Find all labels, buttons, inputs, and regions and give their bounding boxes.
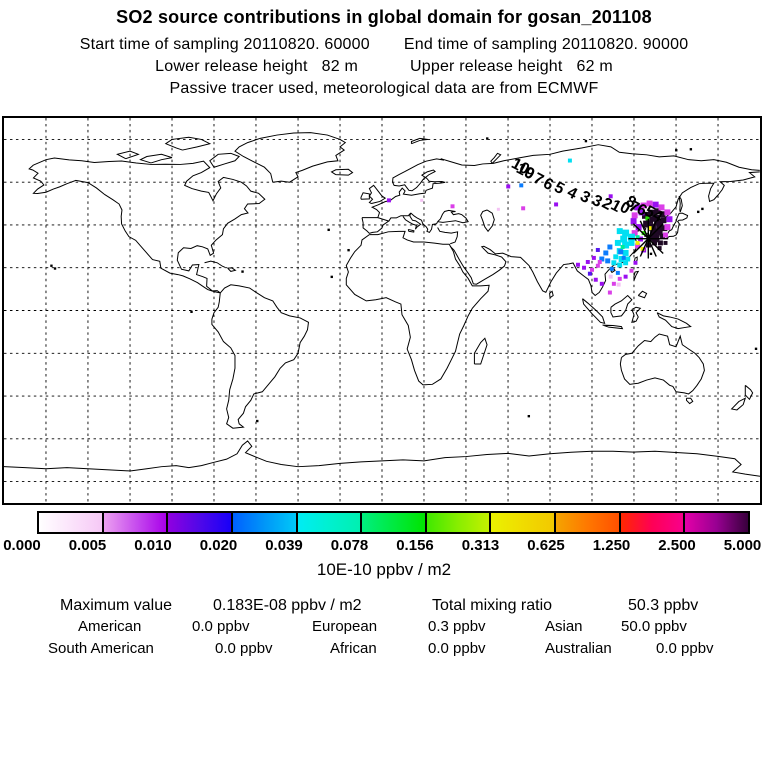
colorbar-tick-label: 0.005 — [68, 537, 107, 554]
start-time-text: Start time of sampling 20110820. 60000 — [79, 36, 370, 53]
concentration-cells — [386, 158, 673, 295]
region-name: Asian — [545, 618, 583, 635]
colorbar-segment — [362, 513, 427, 532]
colorbar-segment — [556, 513, 621, 532]
colorbar-segment — [620, 513, 686, 532]
page-title: SO2 source contributions in global domai… — [116, 7, 652, 27]
svg-text:10: 10 — [508, 155, 532, 178]
region-name: South American — [48, 640, 154, 657]
lower-release-text: Lower release height 82 m — [155, 58, 358, 75]
max-value-label: Maximum value — [60, 597, 173, 614]
world-map-frame: 10 10 9 7 6 5 4 3 3 2 1 0 8 7 6 5 4 — [2, 116, 762, 505]
colorbar-unit-label: 10E-10 ppbv / m2 — [316, 560, 452, 579]
region-value: 50.0 ppbv — [621, 618, 687, 635]
total-ratio-value: 50.3 ppbv — [628, 597, 699, 614]
tracer-note: Passive tracer used, meteorological data… — [169, 80, 599, 97]
colorbar-tick-label: 2.500 — [658, 537, 696, 554]
upper-release-text: Upper release height 62 m — [410, 58, 613, 75]
colorbar-tick-label: 0.078 — [330, 537, 369, 554]
svg-text:10: 10 — [513, 160, 537, 183]
colorbar — [37, 511, 750, 534]
graticule — [4, 118, 760, 503]
region-value: 0.0 ppbv — [192, 618, 250, 635]
colorbar-tick-label: 0.156 — [396, 537, 434, 554]
region-value: 0.0 ppbv — [215, 640, 273, 657]
colorbar-segment — [685, 513, 749, 532]
total-ratio-label: Total mixing ratio — [432, 597, 553, 614]
region-value: 0.0 ppbv — [428, 640, 486, 657]
colorbar-tick-label: 0.039 — [265, 537, 303, 554]
colorbar-tick-label: 0.010 — [134, 537, 172, 554]
colorbar-segment — [103, 513, 169, 532]
region-name: European — [312, 618, 378, 635]
colorbar-segment — [168, 513, 233, 532]
colorbar-tick-label: 0.625 — [527, 537, 565, 554]
end-time-text: End time of sampling 20110820. 90000 — [403, 36, 689, 53]
region-name: American — [78, 618, 142, 635]
colorbar-segment — [39, 513, 104, 532]
colorbar-segment — [426, 513, 492, 532]
colorbar-tick-label: 0.000 — [3, 537, 41, 554]
max-value-text: 0.183E-08 ppbv / m2 — [213, 597, 362, 614]
coastlines — [4, 132, 760, 477]
receptor-star-icon — [628, 218, 669, 259]
region-value: 0.3 ppbv — [428, 618, 486, 635]
region-name: Australian — [545, 640, 612, 657]
region-name: African — [330, 640, 377, 657]
sampling-time-line: Start time of sampling 20110820. 60000 E… — [0, 36, 768, 54]
colorbar-segment — [297, 513, 363, 532]
colorbar-segment — [491, 513, 557, 532]
region-value: 0.0 ppbv — [656, 640, 714, 657]
colorbar-tick-label: 5.000 — [723, 537, 762, 554]
colorbar-tick-label: 1.250 — [592, 537, 631, 554]
colorbar-segment — [232, 513, 298, 532]
release-height-line: Lower release height 82 m Upper release … — [0, 58, 768, 76]
colorbar-tick-label: 0.313 — [461, 537, 500, 554]
colorbar-tick-label: 0.020 — [199, 537, 238, 554]
